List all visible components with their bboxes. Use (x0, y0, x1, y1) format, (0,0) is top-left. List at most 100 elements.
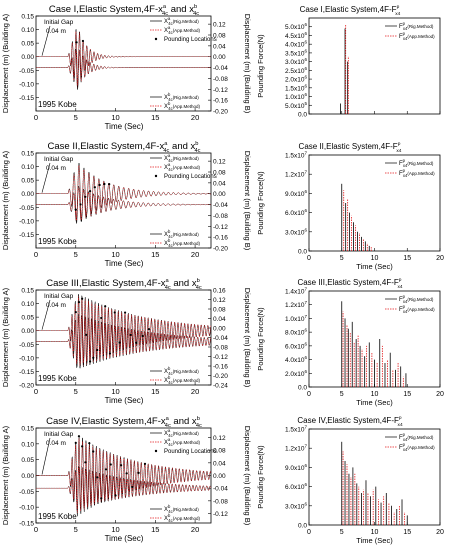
series-b-rig-line (36, 185, 211, 223)
y-tick-label-left: 0.15 (21, 288, 34, 295)
y-tick-label-right: -0.04 (213, 486, 228, 493)
y-tick-label-left: -0.15 (19, 232, 34, 239)
y-tick-label-right: -0.24 (213, 383, 228, 390)
legend-label: Fp x4(App.Method) (399, 304, 435, 314)
pounding-marker (114, 494, 117, 497)
y-tick-label-right: 0.08 (213, 33, 226, 40)
pounding-marker (88, 360, 92, 363)
annotation-initial-gap: Initial Gap (44, 156, 74, 163)
legend-label: Xa 4c(Rig.Method) (164, 16, 199, 26)
pounding-marker (88, 190, 92, 193)
y-tick-label-right: 0.08 (213, 448, 226, 455)
y-tick-label: 4.5x106 (285, 31, 308, 40)
annotation-gap-value: 0.04 m (46, 165, 66, 172)
y-tick-label-right: -0.16 (213, 98, 228, 105)
legend-label: Fp x4(App.Method) (399, 168, 435, 178)
y-tick-label: 1.2x107 (285, 300, 308, 309)
y-tick-label-left: -0.10 (19, 505, 34, 512)
y-tick-label-right: 0.04 (213, 180, 226, 187)
y-tick-label-right: -0.08 (213, 213, 228, 220)
y-tick-label: 2.0x106 (285, 369, 308, 378)
pounding-marker (135, 341, 138, 344)
x-tick-label: 20 (436, 391, 444, 398)
x-tick-label: 0 (34, 387, 38, 396)
panel-title: Case II,Elastic System,4F-xa 4c and xb 4c (48, 141, 201, 154)
pounding-marker (108, 182, 111, 186)
legend-label: Xb 4c(App.Method) (164, 375, 200, 385)
legend-label: Fp x4(Rig.Method) (399, 432, 434, 442)
x-tick-label: 15 (151, 525, 159, 534)
y-axis-label: Pounding Force(N) (256, 34, 265, 98)
pounding-marker (77, 435, 81, 438)
y-tick-label: 0.0 (298, 249, 307, 256)
pounding-marker (113, 311, 116, 314)
pounding-marker (93, 186, 96, 189)
y-tick-label: 4.0x106 (285, 355, 308, 364)
y-tick-label: 3.0x106 (285, 57, 308, 66)
gap-arrow (41, 162, 51, 193)
y-tick-label-right: -0.20 (213, 373, 228, 380)
y-tick-label: 0.0 (298, 385, 307, 392)
y-axis-label-left: Displacement (m) (Building A) (1, 150, 10, 250)
pounding-marker (103, 182, 106, 186)
y-tick-label-left: -0.10 (19, 355, 34, 362)
y-tick-label-left: -0.15 (19, 369, 34, 376)
pounding-marker (96, 348, 99, 352)
legend-label: Xa 4c(App.Method) (164, 437, 200, 447)
y-tick-label-right: -0.20 (213, 109, 228, 116)
panel-title: Case IV,Elastic System,4F-Fp x4 (297, 416, 403, 428)
series-a-app-line (36, 164, 212, 222)
y-tick-label-left: -0.15 (19, 521, 34, 528)
y-tick-label: 4.0x106 (285, 40, 308, 49)
pounding-marker (100, 316, 103, 320)
x-axis-label: Time (Sec) (356, 262, 393, 271)
legend-label: Xb 4c(Rig.Method) (164, 92, 199, 102)
pounding-marker (84, 195, 87, 198)
y-tick-label-left: 0.05 (21, 41, 34, 48)
pounding-marker (108, 352, 112, 355)
y-tick-label: 3.0x106 (285, 501, 308, 510)
y-tick-label-right: 0.00 (213, 326, 226, 333)
x-tick-label: 10 (111, 387, 119, 396)
x-tick-label: 5 (74, 113, 78, 122)
pounding-marker (77, 301, 81, 304)
y-tick-label-left: 0.10 (21, 164, 34, 171)
y-tick-label-right: 0.04 (213, 43, 226, 50)
displacement-panel-2: Case II,Elastic System,4F-xa 4c and xb 4c 0… (1, 141, 252, 268)
y-tick-label-right: -0.12 (213, 224, 228, 231)
pounding-marker (125, 472, 128, 475)
y-tick-label-right: -0.08 (213, 498, 228, 505)
y-axis-label-left: Displacement (m) (Building A) (1, 287, 10, 387)
x-tick-label: 20 (191, 387, 199, 396)
y-axis-label-right: Displacement (m) (Building B) (243, 288, 252, 388)
x-tick-label: 15 (151, 387, 159, 396)
y-tick-label-right: -0.12 (213, 87, 228, 94)
pounding-force-panel-3: Case III,Elastic System,4F-Fp x4 0 5 10 15 20 0… (256, 278, 444, 407)
pounding-marker (137, 471, 140, 474)
pounding-marker (92, 450, 95, 453)
x-tick-label: 0 (307, 529, 311, 536)
y-tick-label-left: 0.15 (21, 14, 34, 21)
x-tick-label: 5 (74, 525, 78, 534)
y-tick-label: 3.5x106 (285, 48, 308, 57)
series-a-app-line (36, 296, 212, 365)
y-tick-label-right: 0.08 (213, 170, 226, 177)
legend-label: Xa 4c(App.Method) (164, 162, 200, 172)
x-tick-label: 0 (34, 250, 38, 259)
y-tick-label: 8.0x106 (285, 328, 308, 337)
y-tick-label-right: -0.04 (213, 65, 228, 72)
legend-label: Xb 4c(Rig.Method) (164, 229, 199, 239)
pounding-marker (88, 442, 91, 445)
pounding-marker (143, 462, 147, 465)
pounding-marker (81, 445, 84, 448)
series-b-rig-line (36, 48, 211, 90)
pounding-marker (109, 463, 112, 466)
y-tick-label-left: 0.10 (21, 441, 34, 448)
x-tick-label: 10 (111, 525, 119, 534)
pounding-marker (118, 341, 121, 344)
legend-marker (154, 174, 158, 178)
pounding-marker (123, 311, 127, 314)
annotation-initial-gap: Initial Gap (44, 431, 74, 438)
pounding-force-panel-2: Case II,Elastic System,4F-Fp x4 0 5 10 15 20 0.… (256, 142, 444, 271)
